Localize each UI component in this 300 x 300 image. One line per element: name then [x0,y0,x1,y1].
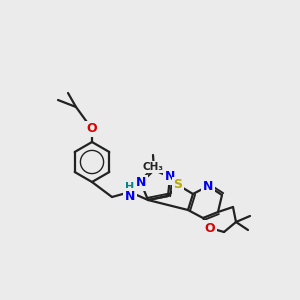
Text: N: N [165,170,175,184]
Text: N: N [136,176,146,190]
Text: O: O [87,122,97,136]
Text: CH₃: CH₃ [142,162,164,172]
Text: N: N [203,179,213,193]
Text: H: H [125,182,135,192]
Text: S: S [173,178,182,191]
Text: N: N [125,190,135,202]
Text: O: O [205,221,215,235]
